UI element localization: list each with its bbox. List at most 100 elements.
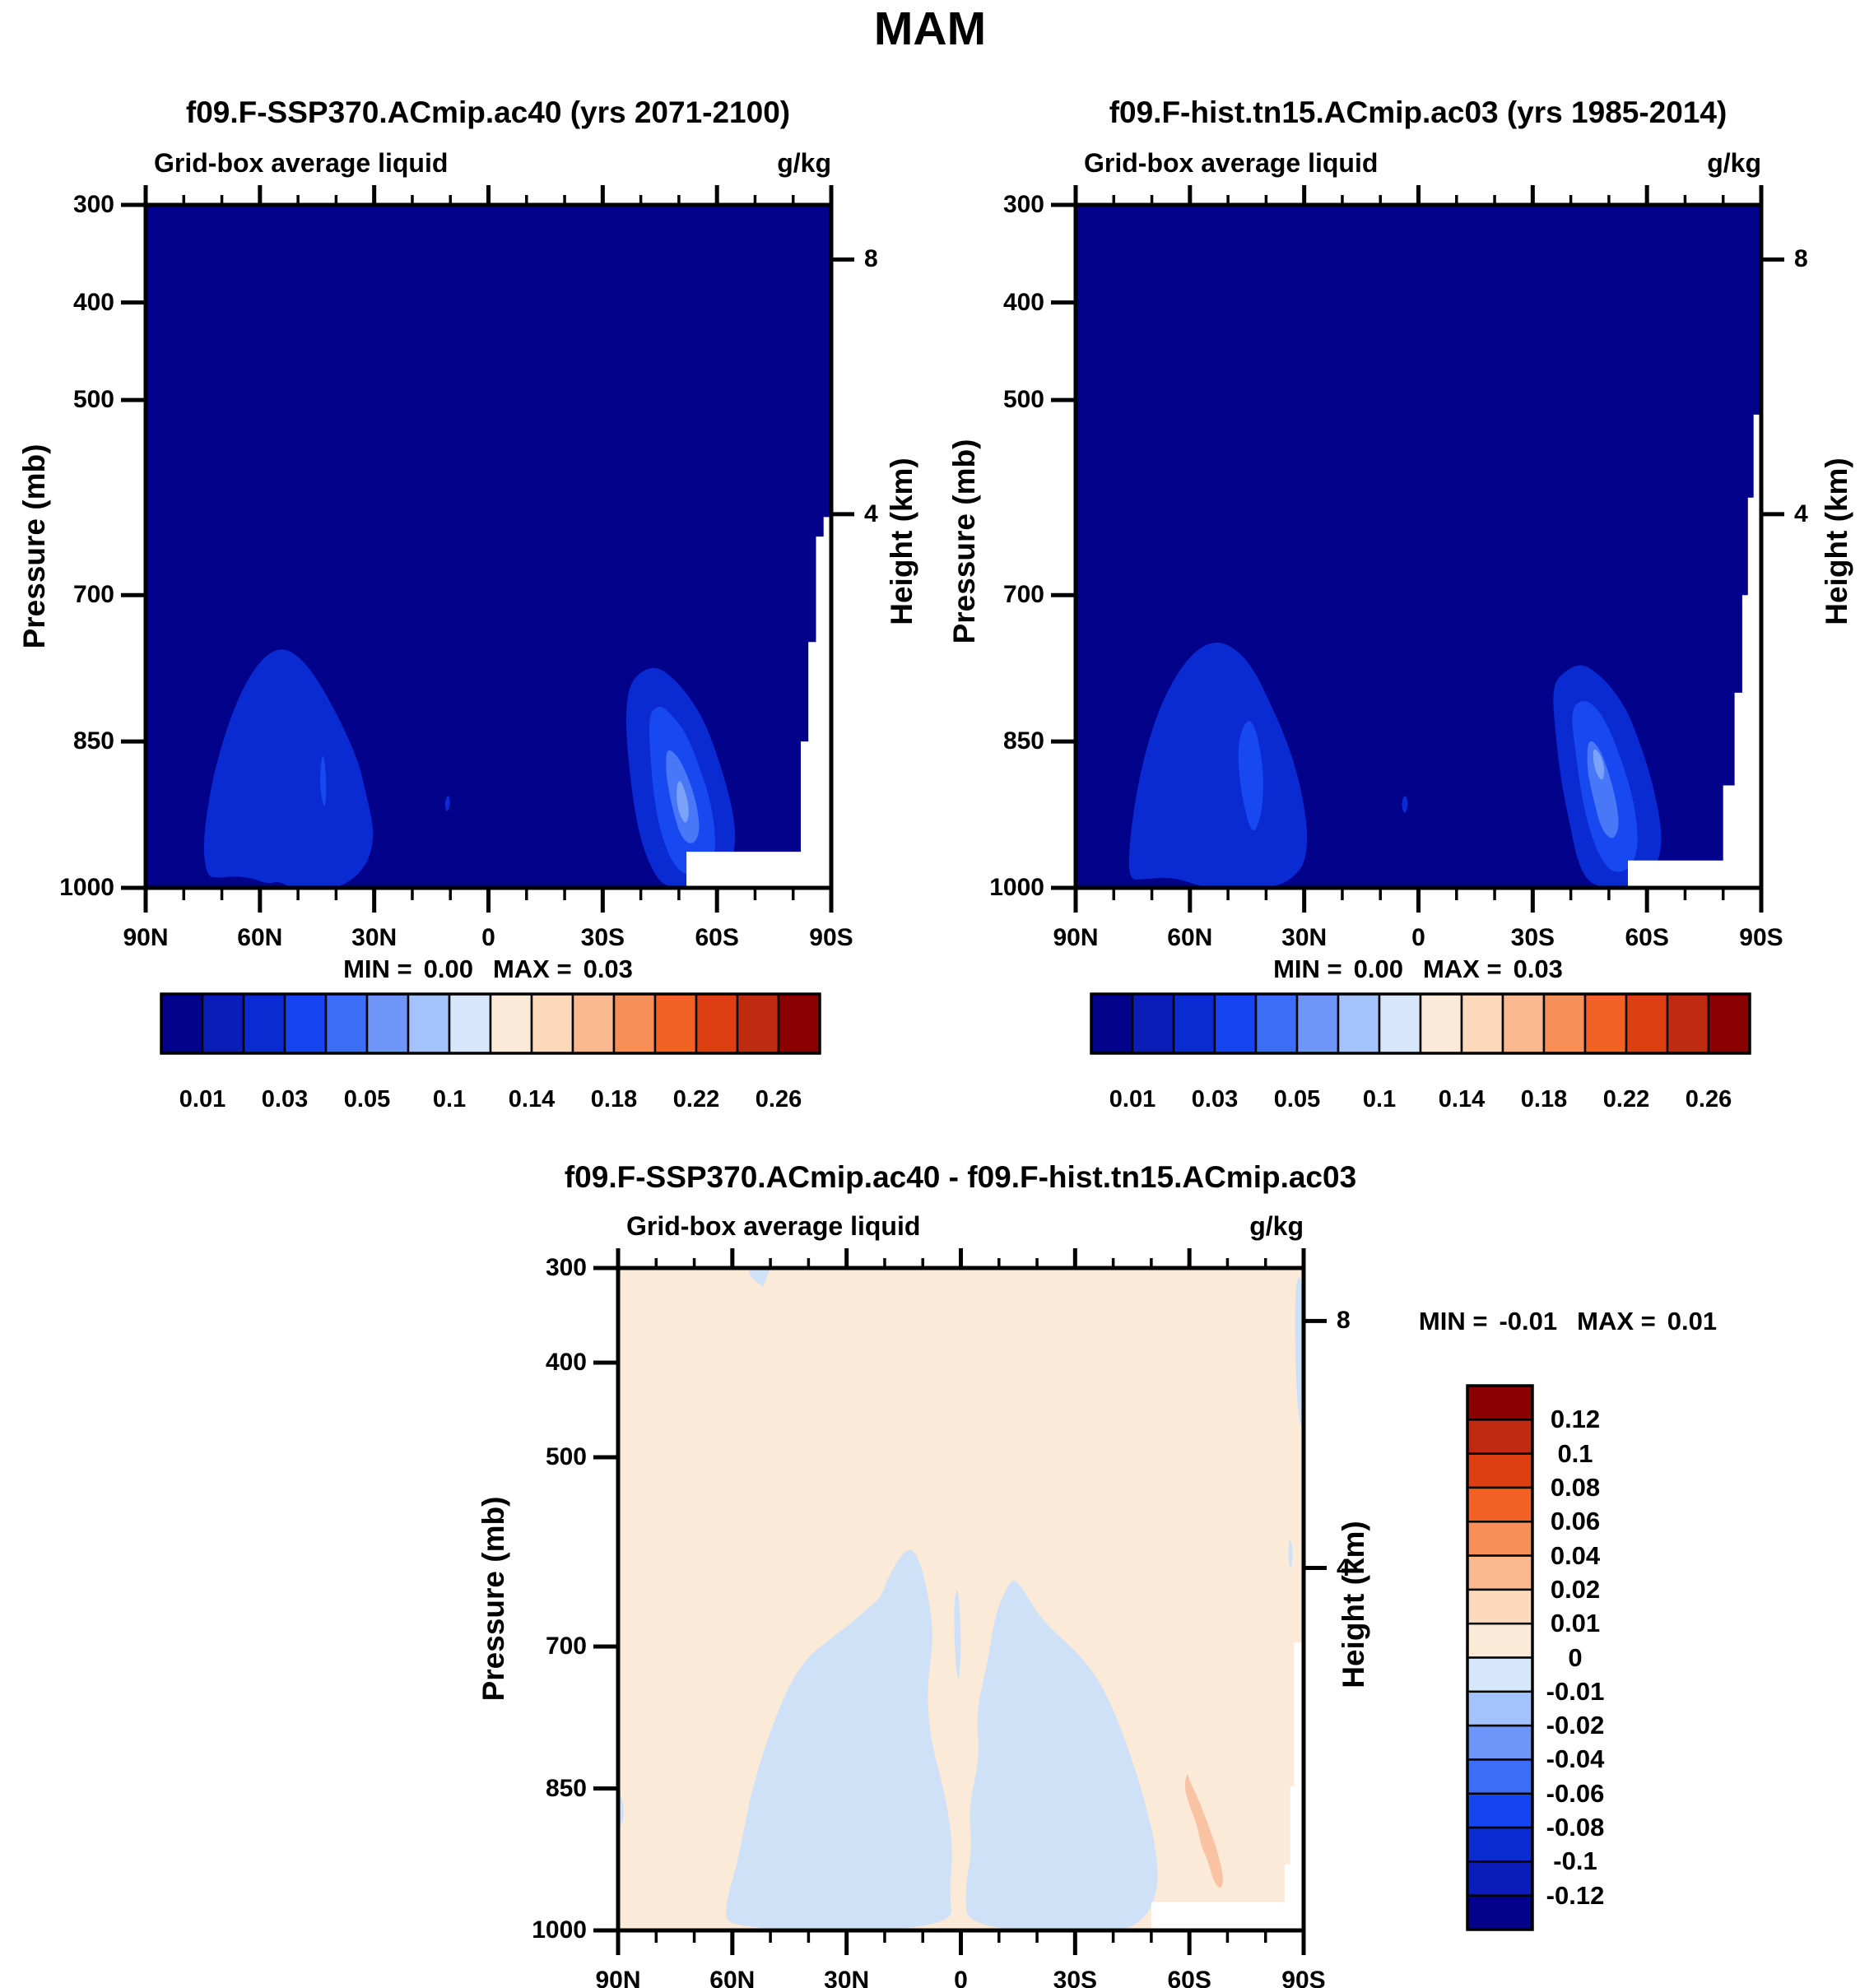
colorbar-diff [1466, 1384, 1534, 1931]
contour-region-neg-1 [965, 1580, 1158, 1930]
min-label: MIN = [1273, 955, 1342, 983]
pressure-tick-diff-300: 300 [545, 1254, 587, 1281]
height-tick-hist-4: 4 [1794, 499, 1808, 527]
contour-region-l2-2 [444, 796, 450, 811]
pressure-tick-diff-700: 700 [545, 1633, 587, 1660]
min-value: -0.01 [1499, 1307, 1558, 1335]
panel-diff-title: f09.F-SSP370.ACmip.ac40 - f09.F-hist.tn1… [564, 1160, 1357, 1194]
panel-hist-subtitle: Grid-box average liquid [1084, 148, 1379, 178]
panel-ssp-subtitle: Grid-box average liquid [154, 148, 449, 178]
panel-ssp-title: f09.F-SSP370.ACmip.ac40 (yrs 2071-2100) [185, 95, 791, 129]
contour-plot-diff [593, 1248, 1327, 1955]
colorbar-label-0.1: 0.1 [1362, 1086, 1397, 1112]
contour-plot-ssp [121, 185, 854, 913]
lat-tick-ssp-90S: 90S [809, 924, 853, 951]
diff-colorbar-label--0.08: -0.08 [1546, 1813, 1605, 1842]
diff-colorbar-label--0.1: -0.1 [1553, 1846, 1597, 1876]
colorbar-label-0.26: 0.26 [1685, 1086, 1732, 1112]
max-label: MAX = [492, 955, 572, 983]
lat-tick-hist-90N: 90N [1053, 924, 1099, 951]
figure-title: MAM [873, 2, 987, 55]
panel-ssp-units: g/kg [777, 148, 831, 178]
lat-tick-diff-90S: 90S [1281, 1967, 1326, 1988]
diff-colorbar-label-0: 0 [1568, 1642, 1583, 1672]
contour-region-neg-5 [1295, 1277, 1304, 1425]
contour-plot-hist [1051, 185, 1784, 913]
panel-diff-subtitle: Grid-box average liquid [626, 1211, 921, 1241]
lat-tick-diff-60S: 60S [1167, 1967, 1211, 1988]
panel-diff-height-axis-label: Height (km) [1337, 1521, 1370, 1688]
panel-hist-height-axis-label: Height (km) [1820, 458, 1853, 625]
min-value: 0.00 [1353, 955, 1403, 983]
min-label: MIN = [343, 955, 412, 983]
lat-tick-ssp-0: 0 [481, 924, 495, 951]
max-value: 0.03 [1513, 955, 1563, 983]
height-tick-ssp-8: 8 [864, 245, 878, 273]
diff-colorbar-label--0.12: -0.12 [1546, 1880, 1605, 1910]
colorbar-label-0.14: 0.14 [508, 1086, 556, 1112]
pressure-tick-diff-500: 500 [545, 1443, 587, 1470]
lat-tick-ssp-90N: 90N [123, 924, 169, 951]
pressure-tick-ssp-300: 300 [72, 191, 114, 218]
diff-colorbar-label-0.06: 0.06 [1550, 1507, 1601, 1536]
panel-diff-units: g/kg [1249, 1211, 1304, 1241]
colorbar-hist [1090, 992, 1751, 1055]
lat-tick-hist-30S: 30S [1510, 924, 1555, 951]
contour-region-neg-3 [747, 1268, 771, 1287]
lat-tick-ssp-30S: 30S [580, 924, 625, 951]
diff-colorbar-label-0.08: 0.08 [1550, 1472, 1601, 1502]
min-value: 0.00 [423, 955, 473, 983]
lat-tick-hist-90S: 90S [1739, 924, 1783, 951]
lat-tick-ssp-60S: 60S [695, 924, 739, 951]
contour-region-l2-0 [1128, 643, 1308, 888]
colorbar-label-0.05: 0.05 [343, 1086, 391, 1112]
diff-colorbar-label-0.01: 0.01 [1550, 1609, 1601, 1638]
lat-tick-diff-0: 0 [954, 1967, 968, 1988]
colorbar-label-0.01: 0.01 [1109, 1086, 1156, 1112]
colorbar-label-0.18: 0.18 [1520, 1086, 1568, 1112]
pressure-tick-diff-850: 850 [545, 1774, 587, 1802]
pressure-tick-hist-1000: 1000 [989, 874, 1044, 901]
pressure-tick-ssp-850: 850 [72, 727, 114, 755]
pressure-tick-diff-400: 400 [545, 1349, 587, 1376]
height-tick-ssp-4: 4 [864, 499, 878, 527]
contour-region-l3-1 [1238, 721, 1263, 831]
colorbar-label-0.05: 0.05 [1273, 1086, 1321, 1112]
max-value: 0.01 [1667, 1307, 1718, 1335]
panel-diff-minmax: MIN = -0.01 MAX = 0.01 [1419, 1307, 1717, 1336]
lat-tick-ssp-60N: 60N [237, 924, 283, 951]
colorbar-label-0.18: 0.18 [590, 1086, 638, 1112]
colorbar-label-0.22: 0.22 [1602, 1086, 1650, 1112]
contour-region-l2-2 [1402, 796, 1408, 813]
lat-tick-hist-30N: 30N [1281, 924, 1328, 951]
panel-ssp-pressure-axis-label: Pressure (mb) [17, 444, 51, 649]
diff-colorbar-label-0.12: 0.12 [1550, 1405, 1601, 1434]
diff-colorbar-label-0.1: 0.1 [1557, 1438, 1593, 1468]
colorbar-label-0.01: 0.01 [179, 1086, 226, 1112]
pressure-tick-ssp-400: 400 [72, 288, 114, 316]
contour-region-l5-6 [1593, 749, 1605, 780]
height-tick-hist-8: 8 [1794, 245, 1808, 273]
colorbar-label-0.26: 0.26 [755, 1086, 802, 1112]
colorbar-label-0.03: 0.03 [1191, 1086, 1239, 1112]
lat-tick-hist-60S: 60S [1625, 924, 1669, 951]
diff-colorbar-label-0.02: 0.02 [1550, 1574, 1601, 1604]
panel-ssp-height-axis-label: Height (km) [885, 458, 918, 625]
diff-colorbar-label--0.01: -0.01 [1546, 1676, 1605, 1706]
pressure-tick-hist-300: 300 [1002, 191, 1044, 218]
contour-region-white-7 [1628, 414, 1761, 888]
max-value: 0.03 [583, 955, 633, 983]
panel-hist-units: g/kg [1707, 148, 1761, 178]
contour-region-l2-0 [203, 649, 374, 888]
lat-tick-ssp-30N: 30N [351, 924, 398, 951]
colorbar-label-0.03: 0.03 [261, 1086, 309, 1112]
max-label: MAX = [1422, 955, 1502, 983]
panel-hist-title: f09.F-hist.tn15.ACmip.ac03 (yrs 1985-201… [1109, 95, 1727, 129]
pressure-tick-hist-400: 400 [1002, 288, 1044, 316]
pressure-tick-hist-700: 700 [1002, 581, 1044, 609]
pressure-tick-ssp-1000: 1000 [59, 874, 114, 901]
diff-colorbar-label--0.06: -0.06 [1546, 1778, 1605, 1808]
contour-region-neg-6 [1288, 1540, 1293, 1568]
lat-tick-hist-60N: 60N [1167, 924, 1213, 951]
